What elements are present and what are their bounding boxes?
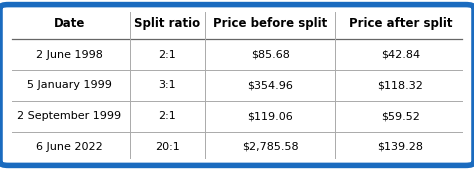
Text: 2 June 1998: 2 June 1998 (36, 50, 102, 60)
Text: Price after split: Price after split (348, 17, 452, 30)
Text: $85.68: $85.68 (251, 50, 290, 60)
Text: $42.84: $42.84 (381, 50, 420, 60)
Text: $119.06: $119.06 (247, 111, 293, 121)
Text: $118.32: $118.32 (377, 80, 423, 90)
Text: 2:1: 2:1 (158, 50, 176, 60)
Text: 20:1: 20:1 (155, 142, 180, 152)
Text: 6 June 2022: 6 June 2022 (36, 142, 102, 152)
Text: $59.52: $59.52 (381, 111, 420, 121)
Text: $354.96: $354.96 (247, 80, 293, 90)
Text: $139.28: $139.28 (377, 142, 423, 152)
Text: Split ratio: Split ratio (134, 17, 201, 30)
Text: Price before split: Price before split (213, 17, 327, 30)
Text: $2,785.58: $2,785.58 (242, 142, 299, 152)
Text: Date: Date (54, 17, 85, 30)
Text: 2 September 1999: 2 September 1999 (17, 111, 121, 121)
Text: 3:1: 3:1 (158, 80, 176, 90)
FancyBboxPatch shape (0, 5, 474, 165)
Text: 5 January 1999: 5 January 1999 (27, 80, 111, 90)
Text: 2:1: 2:1 (158, 111, 176, 121)
